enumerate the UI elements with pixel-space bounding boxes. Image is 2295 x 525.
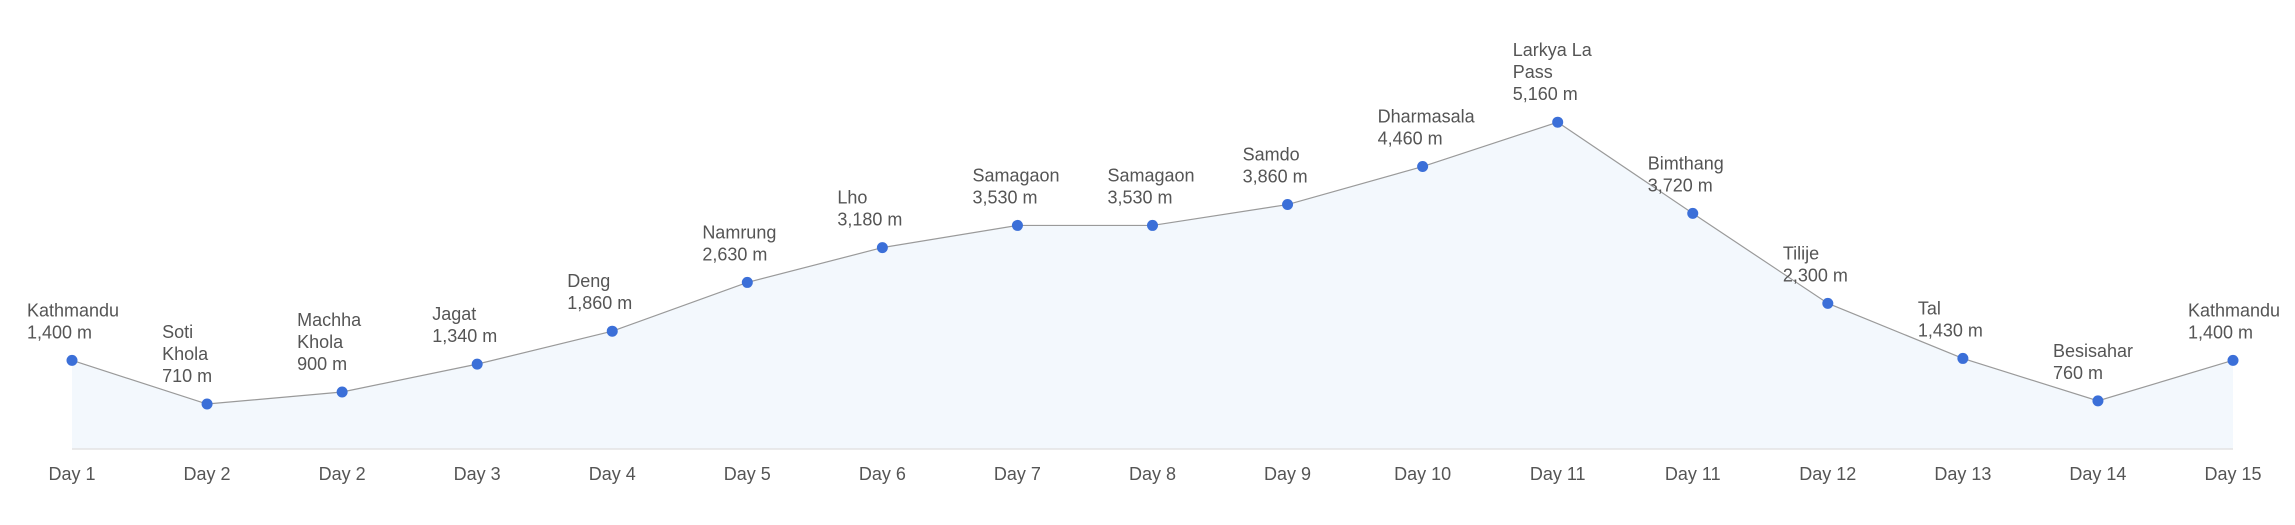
value-label: 1,400 m bbox=[2188, 322, 2253, 342]
value-label: 1,430 m bbox=[1918, 320, 1983, 340]
data-point bbox=[1147, 219, 1158, 231]
data-point bbox=[1957, 352, 1969, 364]
place-label: Larkya La Pass bbox=[1513, 40, 1597, 82]
data-point bbox=[201, 398, 213, 410]
place-label: Lho bbox=[837, 188, 867, 208]
value-label: 900 m bbox=[297, 354, 347, 374]
place-label: Samagaon bbox=[1108, 165, 1195, 185]
x-tick-label: Day 10 bbox=[1394, 464, 1451, 484]
data-point bbox=[1417, 161, 1429, 173]
x-tick-label: Day 2 bbox=[319, 464, 366, 484]
data-point bbox=[606, 325, 618, 337]
x-tick-label: Day 13 bbox=[1934, 464, 1991, 484]
data-point bbox=[471, 358, 483, 370]
x-tick-label: Day 12 bbox=[1799, 464, 1856, 484]
value-label: 2,300 m bbox=[1783, 265, 1848, 285]
place-label: Deng bbox=[567, 271, 610, 291]
data-point bbox=[741, 276, 753, 288]
x-tick-label: Day 1 bbox=[48, 464, 95, 484]
x-tick-label: Day 3 bbox=[454, 464, 501, 484]
value-label: 1,400 m bbox=[27, 322, 92, 342]
x-tick-label: Day 4 bbox=[589, 464, 636, 484]
place-label: Samagaon bbox=[972, 165, 1059, 185]
x-tick-label: Day 9 bbox=[1264, 464, 1311, 484]
area-fill bbox=[72, 122, 2233, 449]
place-label: Besisahar bbox=[2053, 341, 2133, 361]
value-label: 3,530 m bbox=[1108, 187, 1173, 207]
value-label: 3,860 m bbox=[1243, 167, 1308, 187]
x-tick-label: Day 14 bbox=[2069, 464, 2126, 484]
value-label: 1,340 m bbox=[432, 326, 497, 346]
data-point bbox=[2227, 354, 2239, 366]
data-point bbox=[1822, 297, 1834, 309]
value-label: 2,630 m bbox=[702, 244, 767, 264]
data-point bbox=[336, 386, 348, 398]
data-point bbox=[1552, 116, 1564, 128]
x-tick-label: Day 5 bbox=[724, 464, 771, 484]
place-label: Bimthang bbox=[1648, 153, 1724, 173]
x-tick-label: Day 2 bbox=[184, 464, 231, 484]
value-label: 3,530 m bbox=[972, 187, 1037, 207]
place-label: Tal bbox=[1918, 298, 1941, 318]
place-label: Samdo bbox=[1243, 145, 1300, 165]
data-point bbox=[1687, 207, 1699, 219]
data-point bbox=[1011, 219, 1023, 231]
x-tick-label: Day 8 bbox=[1129, 464, 1176, 484]
place-label: Machha Khola bbox=[297, 310, 366, 352]
x-tick-label: Day 15 bbox=[2204, 464, 2261, 484]
value-label: 760 m bbox=[2053, 363, 2103, 383]
value-label: 5,160 m bbox=[1513, 84, 1578, 104]
data-point bbox=[66, 354, 78, 366]
value-label: 710 m bbox=[162, 366, 212, 386]
place-label: Kathmandu bbox=[27, 300, 119, 320]
place-label: Jagat bbox=[432, 304, 476, 324]
data-point bbox=[2092, 395, 2104, 407]
place-label: Tilije bbox=[1783, 243, 1819, 263]
place-label: Kathmandu bbox=[2188, 300, 2280, 320]
data-point bbox=[876, 242, 888, 254]
x-tick-label: Day 7 bbox=[994, 464, 1041, 484]
data-point bbox=[1282, 199, 1294, 211]
value-label: 3,180 m bbox=[837, 210, 902, 230]
value-label: 4,460 m bbox=[1378, 129, 1443, 149]
value-label: 3,720 m bbox=[1648, 175, 1713, 195]
value-label: 1,860 m bbox=[567, 293, 632, 313]
place-label: Soti Khola bbox=[162, 322, 209, 364]
x-tick-label: Day 11 bbox=[1530, 464, 1586, 484]
x-tick-label: Day 11 bbox=[1665, 464, 1721, 484]
place-label: Namrung bbox=[702, 222, 776, 242]
place-label: Dharmasala bbox=[1378, 107, 1476, 127]
x-tick-label: Day 6 bbox=[859, 464, 906, 484]
